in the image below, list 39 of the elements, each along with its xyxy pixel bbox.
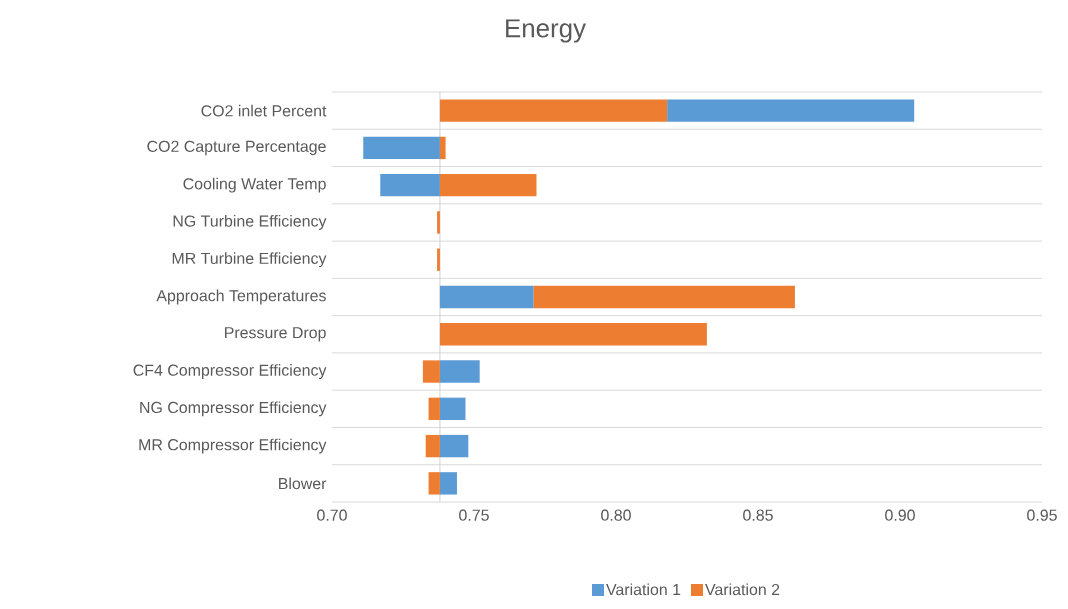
x-tick-label: 0.95	[1027, 509, 1057, 521]
y-tick-label: MR Compressor Efficiency	[139, 438, 327, 454]
bar	[437, 211, 440, 234]
y-tick-label: Pressure Drop	[225, 327, 326, 342]
bar	[380, 174, 440, 197]
legend-label: Variation 2	[705, 583, 780, 596]
y-tick-label: NG Turbine Efficiency	[173, 215, 327, 230]
bar	[425, 434, 440, 458]
y-tick-label: Blower	[279, 477, 327, 490]
bar	[439, 397, 466, 420]
bar	[439, 99, 668, 122]
legend-label: Variation 1	[606, 583, 681, 596]
y-tick-label: NG Compressor Efficiency	[140, 401, 327, 417]
y-tick-label: CO2 Capture Percentage	[147, 140, 326, 156]
x-tick-label: 0.75	[459, 509, 489, 521]
x-tick-label: 0.90	[885, 509, 915, 521]
y-tick-label: MR Turbine Efficiency	[172, 252, 327, 268]
bar	[428, 472, 440, 495]
bar	[667, 99, 915, 122]
bar	[533, 285, 795, 309]
bar	[437, 248, 440, 271]
bar	[439, 285, 534, 309]
x-tick-label: 0.85	[743, 509, 773, 521]
x-tick-label: 0.70	[317, 509, 347, 521]
bar	[439, 136, 446, 160]
bar	[439, 434, 469, 458]
chart-title: Energy	[506, 19, 586, 43]
x-tick-label: 0.80	[601, 509, 631, 521]
bar	[363, 136, 440, 160]
y-tick-label: CF4 Compressor Efficiency	[133, 364, 327, 379]
bar	[439, 174, 537, 197]
y-tick-label: Approach Temperatures	[156, 289, 326, 305]
bar	[428, 397, 440, 420]
y-tick-label: Cooling Water Temp	[183, 177, 326, 193]
y-tick-label: CO2 inlet Percent	[201, 104, 327, 117]
bar	[439, 360, 480, 383]
bar	[422, 360, 440, 383]
bar	[439, 472, 457, 495]
bar	[439, 323, 707, 346]
